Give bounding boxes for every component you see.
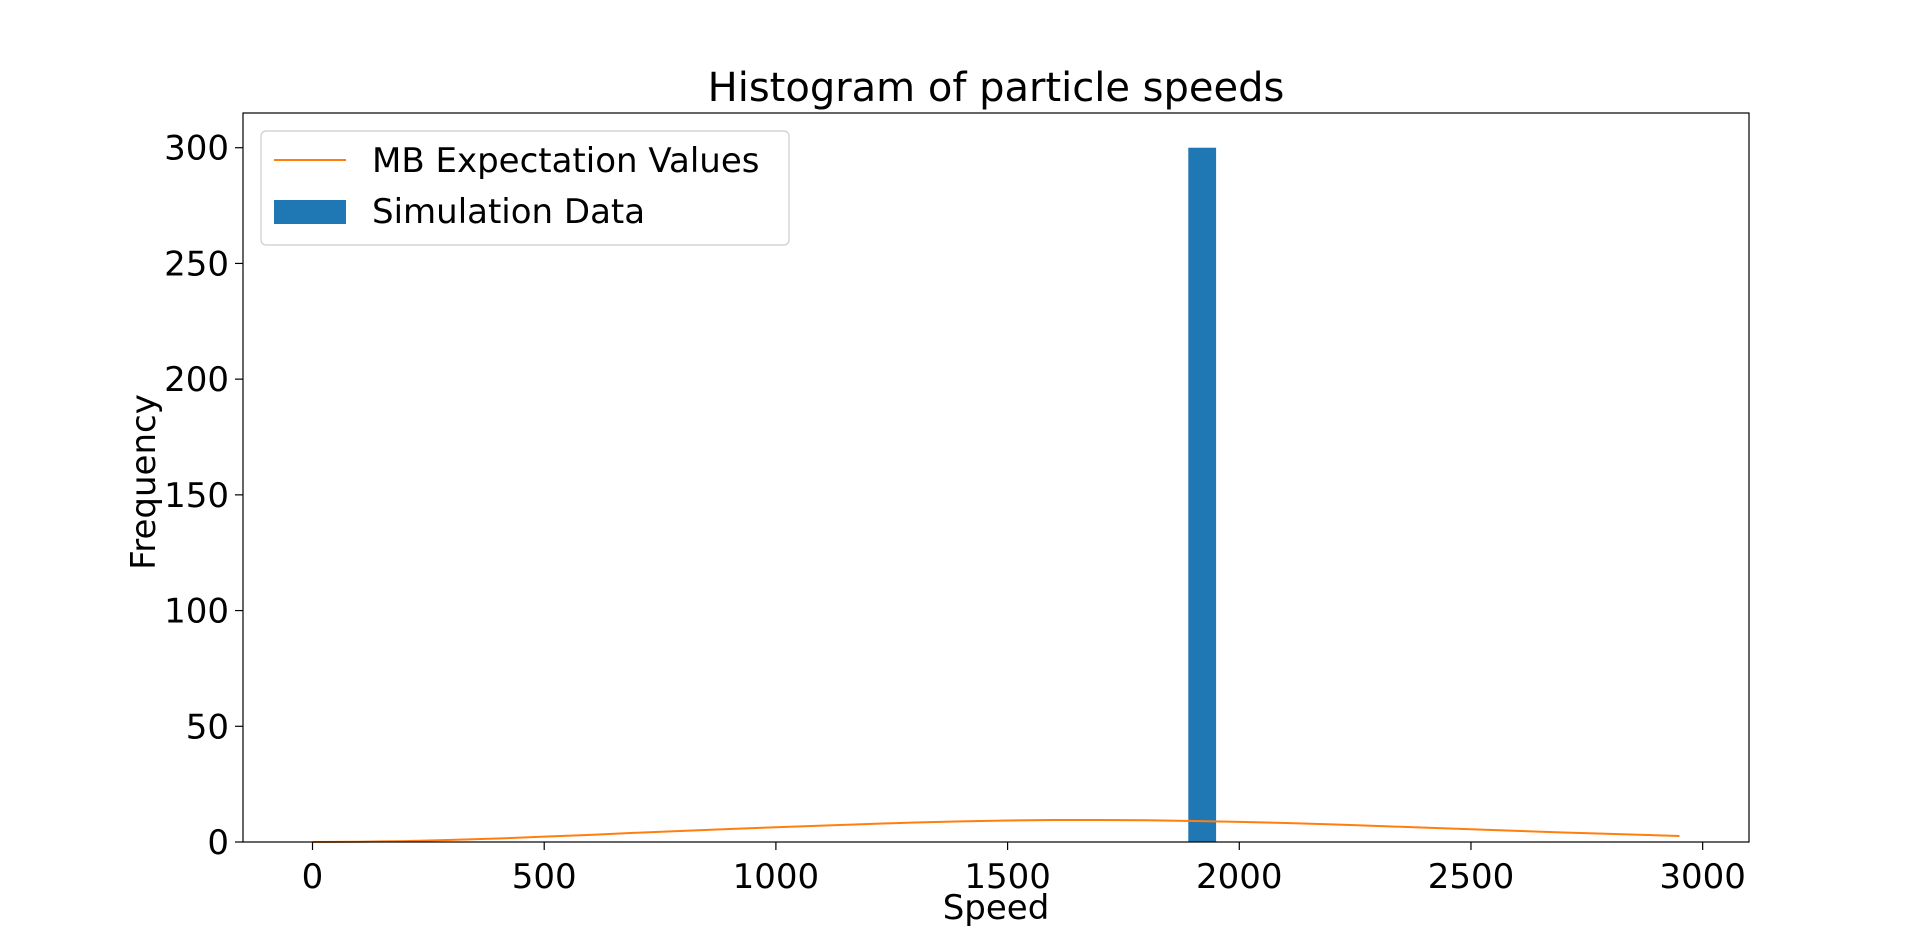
y-axis-label: Frequency bbox=[124, 394, 164, 570]
x-tick-label: 1500 bbox=[964, 857, 1051, 897]
legend-label-simulation: Simulation Data bbox=[372, 192, 645, 232]
x-tick-label: 500 bbox=[512, 857, 577, 897]
x-tick-label: 0 bbox=[302, 857, 324, 897]
legend-box bbox=[260, 130, 790, 246]
x-axis-label: Speed bbox=[943, 888, 1050, 928]
x-tick-label: 3000 bbox=[1659, 857, 1746, 897]
legend-label-mb: MB Expectation Values bbox=[372, 141, 759, 181]
histogram-bar bbox=[1188, 147, 1217, 842]
plot-area bbox=[242, 112, 1750, 843]
y-tick-label: 0 bbox=[207, 823, 229, 863]
y-tick-label: 300 bbox=[164, 129, 229, 169]
y-tick-label: 200 bbox=[164, 360, 229, 400]
x-tick-label: 2500 bbox=[1428, 857, 1515, 897]
y-axis-ticks: 0 50 100 150 200 250 300 bbox=[164, 129, 243, 863]
legend-swatch-simulation bbox=[274, 200, 346, 224]
legend: MB Expectation Values Simulation Data bbox=[260, 130, 790, 246]
x-axis-ticks: 0 500 1000 1500 2000 2500 3000 bbox=[302, 842, 1746, 897]
mb-expectation-line bbox=[312, 819, 1680, 843]
x-tick-label: 1000 bbox=[733, 857, 820, 897]
y-tick-label: 150 bbox=[164, 476, 229, 516]
chart-title: Histogram of particle speeds bbox=[708, 65, 1285, 111]
y-tick-label: 250 bbox=[164, 244, 229, 284]
x-tick-label: 2000 bbox=[1196, 857, 1283, 897]
axes-frame bbox=[242, 112, 1750, 843]
y-tick-label: 50 bbox=[186, 707, 229, 747]
histogram-bars bbox=[1188, 147, 1217, 842]
y-tick-label: 100 bbox=[164, 592, 229, 632]
